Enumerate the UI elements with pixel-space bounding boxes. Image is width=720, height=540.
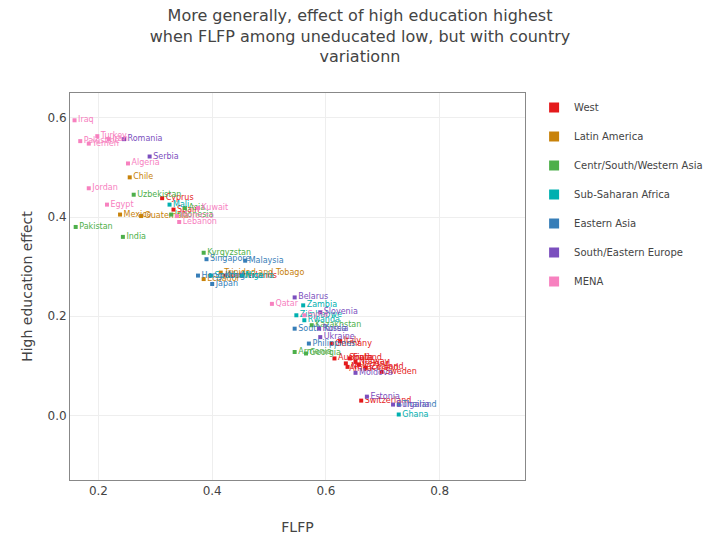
svg-text:Romania: Romania — [128, 134, 163, 143]
svg-text:West: West — [574, 102, 599, 113]
svg-text:Switzerland: Switzerland — [365, 396, 412, 405]
svg-text:0.6: 0.6 — [48, 111, 67, 125]
svg-text:SouthAfrica: SouthAfrica — [349, 353, 372, 372]
svg-text:Netherlands: Netherlands — [228, 271, 277, 280]
svg-text:Algeria: Algeria — [132, 158, 160, 167]
svg-text:Jordan: Jordan — [91, 183, 117, 192]
svg-text:Yemen: Yemen — [91, 139, 119, 148]
svg-text:0.4: 0.4 — [48, 210, 67, 224]
svg-text:Nigeria: Nigeria — [245, 271, 274, 280]
svg-text:Kuwait: Kuwait — [201, 203, 228, 212]
svg-text:0.6: 0.6 — [316, 484, 335, 498]
svg-text:Moldova: Moldova — [359, 368, 393, 377]
svg-text:Iran: Iran — [112, 134, 128, 143]
svg-text:New Zealand: New Zealand — [351, 362, 404, 371]
svg-text:More generally, effect of high: More generally, effect of high education… — [150, 6, 571, 67]
svg-text:Kazakhstan: Kazakhstan — [315, 320, 361, 329]
svg-text:Ukraine: Ukraine — [324, 332, 355, 341]
svg-text:Finland: Finland — [353, 353, 382, 362]
svg-text:Turkey: Turkey — [100, 131, 127, 140]
svg-text:Asia: Asia — [188, 203, 205, 212]
svg-text:Cyprus: Cyprus — [166, 193, 194, 202]
svg-text:Spain: Spain — [177, 205, 199, 214]
svg-text:0.2: 0.2 — [89, 484, 108, 498]
svg-text:South Africa: South Africa — [215, 271, 264, 280]
svg-text:MENA: MENA — [574, 276, 603, 287]
svg-text:Ecuador: Ecuador — [207, 274, 240, 283]
svg-text:Zimbabwe: Zimbabwe — [300, 310, 342, 319]
svg-text:0.4: 0.4 — [203, 484, 222, 498]
svg-text:Mexico: Mexico — [124, 210, 152, 219]
svg-text:Egypt: Egypt — [110, 200, 133, 209]
svg-text:Estonia: Estonia — [370, 392, 400, 401]
svg-text:Sweden: Sweden — [385, 367, 417, 376]
svg-text:Sub-Saharan Africa: Sub-Saharan Africa — [574, 189, 670, 200]
svg-text:Georgia: Georgia — [310, 348, 341, 357]
svg-text:Iceland: Iceland — [369, 363, 398, 372]
svg-text:High education effect: High education effect — [19, 211, 35, 362]
svg-text:Latin America: Latin America — [574, 131, 643, 142]
svg-text:Uzbekistan: Uzbekistan — [137, 190, 181, 199]
svg-text:Singapore: Singapore — [210, 254, 250, 263]
svg-text:Slovenia: Slovenia — [324, 307, 358, 316]
svg-text:Italy: Italy — [344, 336, 362, 345]
svg-text:Pakistan: Pakistan — [79, 222, 113, 231]
svg-text:Russia: Russia — [323, 324, 349, 333]
svg-text:Philippines: Philippines — [312, 339, 355, 348]
svg-text:Syria: Syria — [308, 310, 328, 319]
svg-text:Palestine: Palestine — [84, 136, 120, 145]
svg-text:Ireland: Ireland — [362, 359, 390, 368]
svg-text:South/Eastern Europe: South/Eastern Europe — [574, 247, 683, 258]
svg-text:Chile: Chile — [133, 172, 153, 181]
svg-text:Centr/South/Western Asia: Centr/South/Western Asia — [574, 160, 702, 171]
svg-text:South Korea: South Korea — [298, 324, 347, 333]
svg-text:Australia: Australia — [338, 353, 373, 362]
svg-text:Japan: Japan — [215, 279, 238, 288]
svg-text:Zambia: Zambia — [307, 300, 337, 309]
svg-text:India: India — [126, 232, 146, 241]
svg-text:Germany: Germany — [335, 339, 372, 348]
svg-text:Indonesia: Indonesia — [175, 210, 214, 219]
svg-text:Morocco: Morocco — [180, 211, 214, 220]
svg-text:Malaysia: Malaysia — [249, 256, 284, 265]
svg-text:Lebanon: Lebanon — [183, 217, 217, 226]
svg-text:Kyrgyzstan: Kyrgyzstan — [207, 248, 251, 257]
svg-text:Rwanda: Rwanda — [308, 315, 340, 324]
svg-text:Thailand: Thailand — [401, 400, 436, 409]
svg-text:0.2: 0.2 — [48, 309, 67, 323]
svg-text:Eastern Asia: Eastern Asia — [574, 218, 636, 229]
svg-text:Belarus: Belarus — [298, 292, 328, 301]
svg-text:Serbia: Serbia — [153, 152, 179, 161]
svg-text:Mali: Mali — [173, 200, 189, 209]
svg-text:Bulgaria: Bulgaria — [397, 400, 430, 409]
svg-text:Qatar: Qatar — [275, 299, 298, 308]
svg-text:Ghana: Ghana — [402, 410, 428, 419]
svg-text:FLFP: FLFP — [281, 519, 313, 535]
svg-text:Armenia: Armenia — [298, 347, 332, 356]
svg-text:0.0: 0.0 — [48, 409, 67, 423]
svg-text:Trinidad and Tobago: Trinidad and Tobago — [223, 268, 304, 277]
svg-text:Hong Kong: Hong Kong — [201, 271, 245, 280]
svg-text:Guatemala: Guatemala — [145, 211, 189, 220]
svg-text:Norway: Norway — [359, 357, 390, 366]
svg-text:Iraq: Iraq — [78, 115, 94, 124]
svg-text:0.8: 0.8 — [430, 484, 449, 498]
